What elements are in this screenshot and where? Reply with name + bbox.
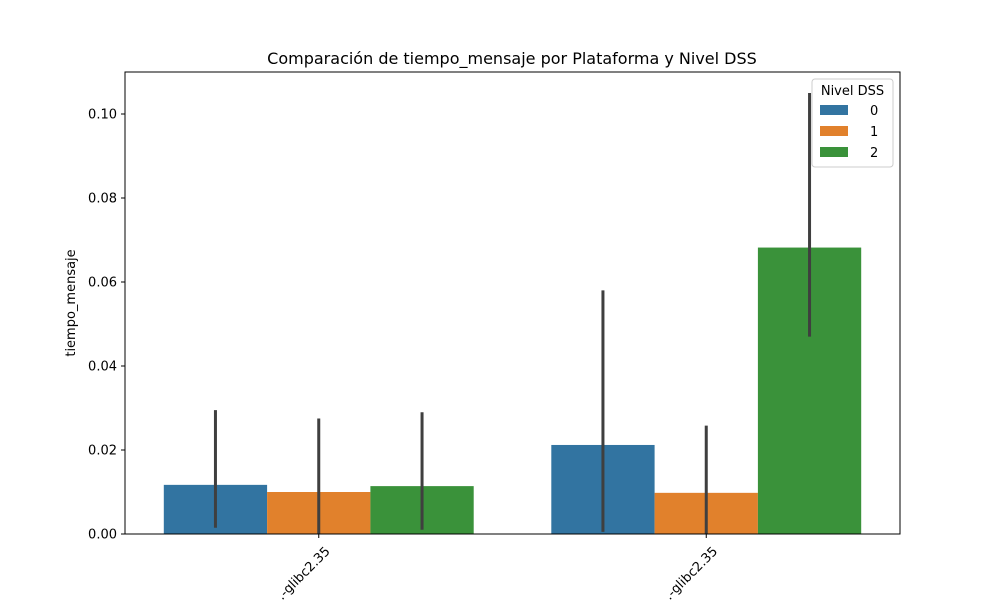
y-tick-label-2: 0.04 [88,360,117,375]
legend-label-1: 1 [870,125,878,140]
y-tick-label-0: 0.00 [88,528,117,543]
legend-swatch-2 [820,147,848,157]
legend-title: Nivel DSS [821,84,884,99]
x-tick-label-0: …-glibc2.35 [268,544,333,600]
y-tick-label-1: 0.02 [88,444,117,459]
legend-box [811,78,894,168]
legend-swatch-1 [820,126,848,136]
y-tick-label-3: 0.06 [88,276,117,291]
x-tick-label-1: …-glibc2.35 [656,544,721,600]
legend-swatch-0 [820,105,848,115]
legend-label-0: 0 [870,104,878,119]
plot-area: 0.00 0.02 0.04 0.06 0.08 0.10 …-glibc2.35 …-gli… [88,71,901,600]
y-tick-label-5: 0.10 [88,108,117,123]
axes-frame [124,71,901,535]
chart-title: Comparación de tiempo_mensaje por Plataf… [267,49,757,69]
legend: Nivel DSS 0 1 2 [811,78,894,168]
legend-label-2: 2 [870,146,878,161]
y-tick-label-4: 0.08 [88,192,117,207]
y-axis-label: tiempo_mensaje [64,249,79,356]
